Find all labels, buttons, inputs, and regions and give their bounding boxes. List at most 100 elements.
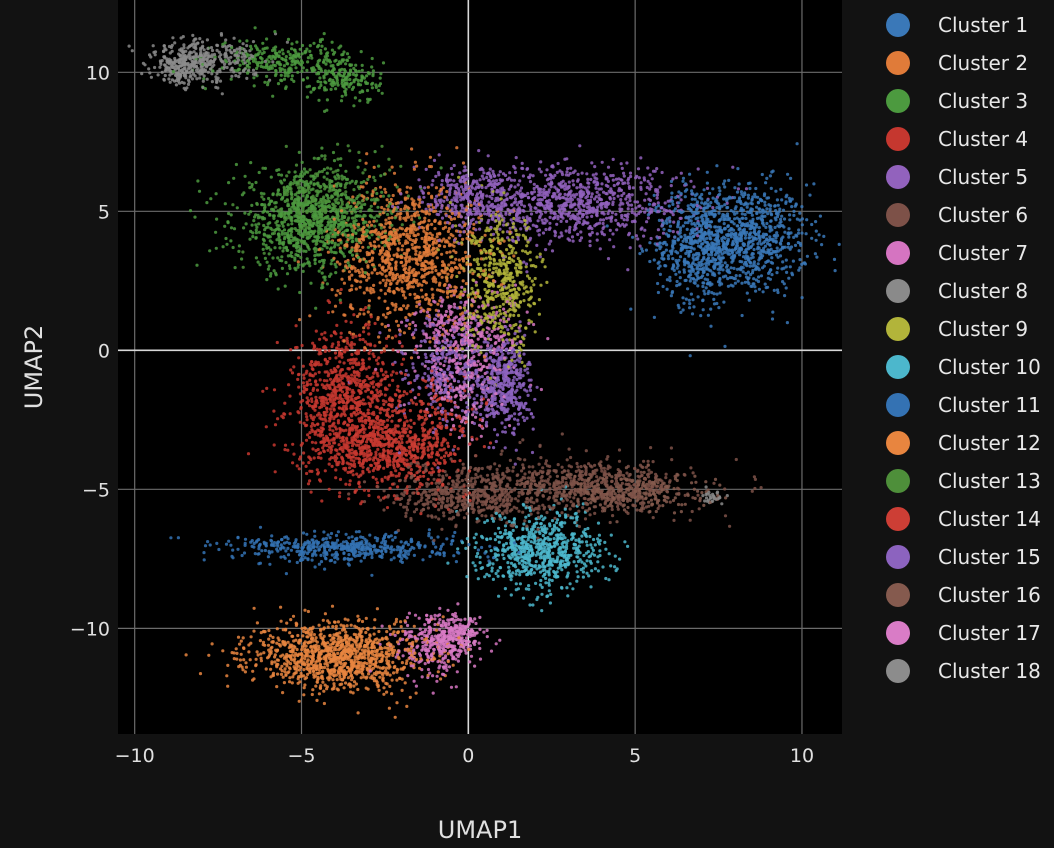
scatter-point — [733, 281, 738, 285]
scatter-point — [664, 476, 668, 480]
scatter-point — [358, 158, 362, 163]
scatter-point — [301, 461, 305, 465]
scatter-point — [328, 548, 332, 552]
scatter-point — [546, 594, 550, 598]
scatter-point — [339, 157, 343, 161]
scatter-point — [771, 310, 775, 314]
scatter-point — [263, 548, 267, 553]
scatter-point — [449, 328, 453, 332]
scatter-point — [254, 657, 258, 661]
scatter-point — [400, 223, 404, 227]
scatter-point — [229, 213, 233, 217]
scatter-point — [496, 382, 500, 386]
scatter-point — [308, 264, 312, 268]
scatter-point — [413, 396, 417, 400]
scatter-point — [261, 389, 265, 393]
scatter-point — [496, 489, 500, 493]
scatter-point — [348, 330, 352, 335]
scatter-point — [424, 293, 428, 297]
scatter-point — [783, 245, 787, 249]
scatter-point — [274, 205, 278, 209]
scatter-point — [589, 543, 593, 547]
scatter-point — [747, 298, 751, 302]
scatter-point — [386, 306, 390, 310]
scatter-point — [769, 186, 773, 190]
scatter-point — [832, 257, 837, 261]
scatter-point — [773, 216, 777, 220]
scatter-point — [309, 382, 313, 386]
scatter-point — [547, 188, 551, 192]
scatter-point — [570, 235, 575, 239]
scatter-point — [678, 255, 683, 259]
scatter-point — [417, 178, 421, 182]
scatter-point — [412, 207, 416, 211]
scatter-point — [474, 283, 478, 287]
scatter-point — [300, 160, 304, 164]
scatter-point — [412, 421, 416, 425]
scatter-point — [375, 481, 379, 485]
scatter-point — [521, 216, 525, 220]
scatter-point — [349, 412, 353, 416]
scatter-point — [281, 249, 285, 253]
scatter-point — [666, 254, 671, 258]
scatter-point — [377, 688, 381, 692]
scatter-point — [669, 294, 674, 298]
scatter-point — [340, 174, 344, 178]
scatter-point — [598, 503, 603, 507]
scatter-point — [790, 273, 795, 277]
scatter-point — [367, 175, 372, 179]
scatter-point — [421, 329, 425, 333]
scatter-point — [307, 461, 311, 465]
scatter-point — [418, 481, 422, 486]
scatter-point — [483, 287, 487, 292]
scatter-point — [322, 626, 326, 630]
scatter-point — [430, 270, 434, 274]
scatter-point — [503, 425, 507, 429]
scatter-point — [461, 391, 465, 395]
scatter-point — [453, 238, 457, 242]
scatter-point — [473, 617, 477, 621]
scatter-point — [736, 224, 740, 228]
scatter-point — [482, 177, 486, 181]
scatter-point — [528, 296, 533, 300]
scatter-point — [759, 274, 764, 278]
scatter-point — [431, 430, 435, 435]
scatter-point — [391, 348, 395, 352]
scatter-point — [491, 169, 495, 173]
scatter-point — [399, 620, 403, 624]
scatter-point — [399, 207, 403, 212]
scatter-point — [631, 503, 635, 507]
scatter-point — [285, 40, 289, 44]
scatter-point — [571, 239, 575, 243]
scatter-point — [500, 449, 504, 453]
scatter-point — [346, 341, 350, 345]
scatter-point — [337, 176, 341, 180]
scatter-point — [315, 698, 319, 703]
scatter-point — [430, 420, 434, 424]
scatter-point — [519, 227, 523, 231]
scatter-point — [764, 181, 768, 185]
scatter-point — [267, 264, 271, 268]
scatter-point — [629, 307, 633, 311]
scatter-point — [417, 205, 421, 209]
scatter-point — [429, 536, 433, 540]
scatter-point — [320, 235, 325, 239]
scatter-point — [363, 656, 367, 660]
scatter-point — [169, 536, 173, 540]
scatter-point — [468, 498, 472, 503]
scatter-point — [453, 405, 457, 409]
scatter-point — [390, 414, 395, 418]
scatter-point — [528, 258, 532, 262]
scatter-point — [276, 672, 280, 676]
scatter-point — [438, 628, 442, 632]
scatter-point — [342, 624, 346, 628]
scatter-point — [400, 661, 404, 665]
scatter-point — [532, 301, 536, 305]
scatter-point — [430, 481, 434, 485]
scatter-point — [705, 181, 710, 185]
scatter-point — [723, 487, 727, 491]
scatter-point — [503, 430, 507, 434]
scatter-point — [447, 227, 451, 231]
scatter-point — [409, 418, 413, 422]
scatter-point — [390, 336, 394, 340]
